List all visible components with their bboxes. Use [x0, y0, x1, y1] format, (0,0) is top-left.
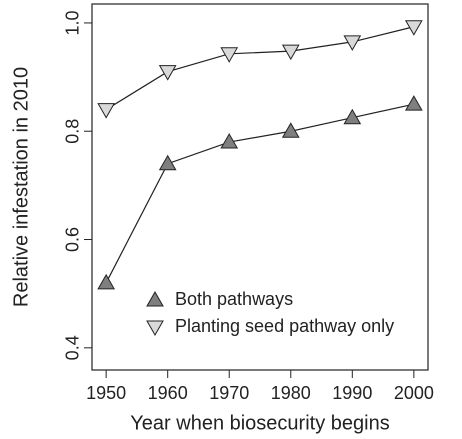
x-axis-title: Year when biosecurity begins [130, 412, 389, 434]
legend-marker [146, 290, 164, 307]
x-tick-label: 1960 [148, 383, 188, 403]
y-axis-title: Relative infestation in 2010 [10, 67, 32, 307]
x-tick-label: 2000 [394, 383, 434, 403]
y-tick-label: 1.0 [63, 10, 83, 35]
x-tick-label: 1970 [209, 383, 249, 403]
point-marker [281, 44, 300, 61]
point-marker [220, 133, 239, 149]
x-tick-label: 1980 [271, 383, 311, 403]
y-tick-label: 0.8 [63, 119, 83, 144]
point-marker [220, 47, 239, 63]
plot-frame [91, 3, 429, 371]
point-marker [404, 95, 423, 111]
y-tick-label: 0.6 [63, 227, 83, 252]
x-tick-label: 1990 [332, 383, 372, 403]
point-marker [158, 154, 177, 171]
legend-label: Both pathways [175, 289, 293, 309]
point-marker [281, 122, 300, 138]
series-line [105, 103, 414, 284]
point-marker [343, 35, 362, 51]
point-marker [158, 65, 177, 81]
x-tick-label: 1950 [86, 383, 126, 403]
y-tick-label: 0.4 [63, 335, 83, 360]
point-marker [97, 273, 116, 290]
point-marker [404, 20, 423, 36]
point-marker [97, 103, 116, 119]
legend-label: Planting seed pathway only [175, 316, 394, 336]
series-line [105, 26, 414, 111]
point-marker [343, 108, 362, 125]
legend-marker [146, 320, 164, 337]
